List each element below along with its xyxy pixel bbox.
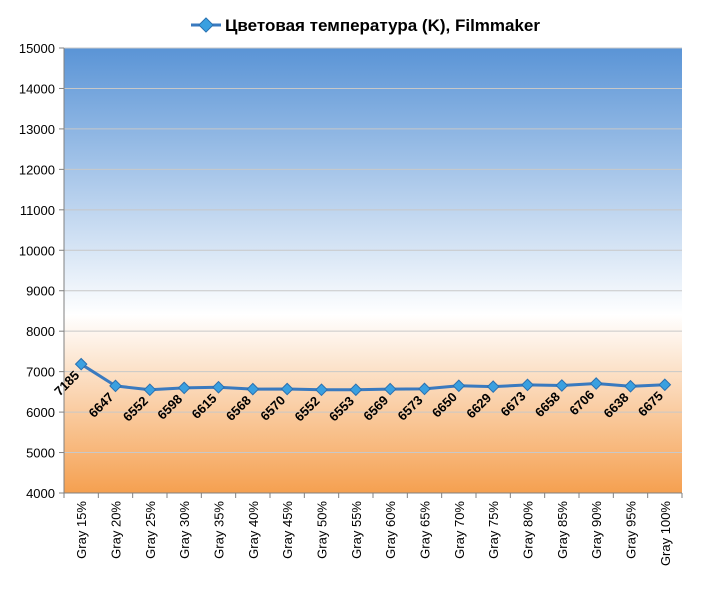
x-tick-label: Gray 80% — [521, 501, 536, 559]
y-tick-label: 13000 — [19, 122, 55, 137]
x-tick-label: Gray 100% — [658, 501, 673, 566]
gridlines — [64, 47, 682, 454]
data-point — [246, 382, 260, 396]
x-tick-label: Gray 90% — [589, 501, 604, 559]
y-tick-label: 12000 — [19, 162, 55, 177]
x-tick-label: Gray 55% — [349, 501, 364, 559]
x-tick-label: Gray 75% — [486, 501, 501, 559]
plot-area — [64, 48, 682, 493]
legend-marker — [198, 17, 214, 33]
data-point — [658, 378, 672, 392]
x-axis: Gray 15% Gray 20% Gray 25% Gray 30% Gray 35%… — [63, 492, 683, 566]
x-tick-label: Gray 30% — [177, 501, 192, 559]
data-point — [452, 379, 466, 393]
data-point — [589, 377, 603, 390]
x-tick-label: Gray 70% — [452, 501, 467, 559]
data-point — [177, 381, 191, 395]
data-point — [383, 382, 397, 396]
data-point — [624, 379, 637, 393]
data-point — [109, 379, 122, 393]
y-tick-label: 6000 — [26, 405, 55, 420]
data-point — [315, 383, 328, 397]
series-line — [74, 357, 672, 397]
y-tick-label: 8000 — [26, 324, 55, 339]
y-tick-label: 5000 — [26, 446, 55, 461]
x-tick-label: Gray 85% — [555, 501, 570, 559]
data-point — [555, 379, 569, 392]
y-tick-label: 14000 — [19, 81, 55, 96]
x-tick-label: Gray 60% — [383, 501, 398, 559]
x-tick-label: Gray 25% — [143, 501, 158, 559]
y-tick-label: 10000 — [19, 243, 55, 258]
y-tick-label: 4000 — [26, 486, 55, 501]
data-point — [212, 380, 225, 394]
y-tick-label: 15000 — [19, 41, 55, 56]
data-point — [521, 378, 534, 392]
data-point — [280, 382, 294, 396]
y-tick-label: 11000 — [20, 203, 55, 218]
x-tick-label: Gray 45% — [280, 501, 295, 559]
chart-title: Цветовая температура (K), Filmmaker — [225, 16, 540, 35]
data-point — [486, 380, 500, 394]
data-point — [418, 382, 431, 396]
y-tick-label: 7000 — [26, 365, 55, 380]
x-tick-label: Gray 50% — [315, 501, 330, 559]
x-tick-label: Gray 65% — [418, 501, 433, 559]
data-point — [349, 383, 363, 397]
x-tick-label: Gray 35% — [212, 501, 227, 559]
data-point — [143, 383, 157, 397]
y-axis: 4000 5000 6000 7000 8000 9000 10000 11000 12000 1… — [19, 41, 65, 501]
x-tick-label: Gray 40% — [246, 501, 261, 559]
x-tick-label: Gray 15% — [74, 501, 89, 559]
y-tick-label: 9000 — [26, 284, 55, 299]
data-point — [74, 357, 88, 371]
legend: Цветовая температура (K), Filmmaker — [191, 16, 540, 35]
x-tick-label: Gray 95% — [624, 501, 639, 559]
x-tick-label: Gray 20% — [109, 501, 124, 559]
